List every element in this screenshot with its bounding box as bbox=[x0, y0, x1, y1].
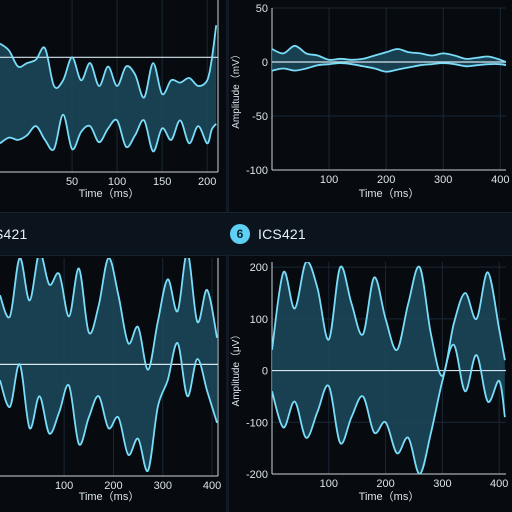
x-axis-label: Time（ms） bbox=[359, 490, 420, 503]
panel-divider-bottom bbox=[226, 254, 229, 512]
series-line-1 bbox=[0, 113, 217, 153]
series-line-1 bbox=[272, 343, 506, 474]
x-tick-label: 200 bbox=[198, 176, 216, 188]
y-axis-label: Amplitude（μV） bbox=[230, 330, 242, 407]
x-tick-label: 200 bbox=[377, 174, 395, 186]
series-line-1 bbox=[0, 342, 218, 472]
x-tick-label: 100 bbox=[55, 480, 73, 492]
series-line-0 bbox=[272, 262, 506, 377]
band-fill bbox=[0, 25, 217, 152]
series-line-0 bbox=[0, 25, 218, 99]
y-tick-label: -200 bbox=[246, 469, 268, 481]
y-tick-label: 0 bbox=[262, 57, 268, 69]
x-tick-label: 150 bbox=[153, 176, 171, 188]
x-tick-label: 200 bbox=[104, 480, 122, 492]
y-tick-label: 50 bbox=[256, 3, 268, 15]
y-tick-label: 0 bbox=[262, 366, 268, 378]
x-tick-label: 300 bbox=[433, 478, 451, 490]
y-tick-label: -100 bbox=[246, 165, 268, 177]
y-tick-label: 200 bbox=[250, 262, 268, 274]
chart-bottom-right: 100 200 300 400 200 100 0 -100 -200 Time（ms） Ampli… bbox=[230, 262, 508, 503]
y-axis-label: Amplitude（mV） bbox=[230, 49, 242, 128]
y-tick-label: -100 bbox=[246, 417, 268, 429]
channel-title-right: ICS421 bbox=[258, 226, 306, 242]
band-fill bbox=[272, 262, 505, 474]
chart-top-right: 100 200 300 400500-50-100Time（ms）Amplitude（… bbox=[230, 3, 509, 200]
x-tick-label: 400 bbox=[491, 174, 509, 186]
panel-divider-top bbox=[226, 0, 229, 212]
chart-bottom-left: 100 200 300 400 Time（ms） bbox=[0, 258, 221, 503]
series-line-1 bbox=[272, 62, 506, 73]
y-tick-label: -50 bbox=[252, 111, 268, 123]
x-tick-label: 400 bbox=[203, 480, 221, 492]
series-line-0 bbox=[0, 258, 218, 371]
series-line-0 bbox=[272, 44, 506, 63]
channel-title-left: S421 bbox=[0, 226, 28, 242]
x-tick-label: 50 bbox=[66, 176, 78, 188]
chart-top-left: 50 100 150 200 Time（ms） bbox=[0, 0, 219, 200]
x-tick-label: 200 bbox=[376, 478, 394, 490]
channel-header-bar: S421 6 ICS421 bbox=[0, 212, 512, 256]
x-tick-label: 100 bbox=[108, 176, 126, 188]
grid bbox=[272, 7, 506, 171]
y-tick-label: 100 bbox=[250, 314, 268, 326]
x-tick-label: 100 bbox=[320, 478, 338, 490]
x-tick-label: 400 bbox=[490, 478, 508, 490]
x-tick-label: 300 bbox=[434, 174, 452, 186]
band-fill bbox=[272, 45, 506, 72]
x-axis-label: Time（ms） bbox=[359, 187, 420, 200]
x-tick-label: 300 bbox=[154, 480, 172, 492]
x-axis-label: Time（ms） bbox=[79, 490, 140, 503]
x-axis-label: Time（ms） bbox=[79, 187, 140, 200]
x-tick-label: 100 bbox=[320, 174, 338, 186]
channel-badge[interactable]: 6 bbox=[230, 224, 250, 244]
